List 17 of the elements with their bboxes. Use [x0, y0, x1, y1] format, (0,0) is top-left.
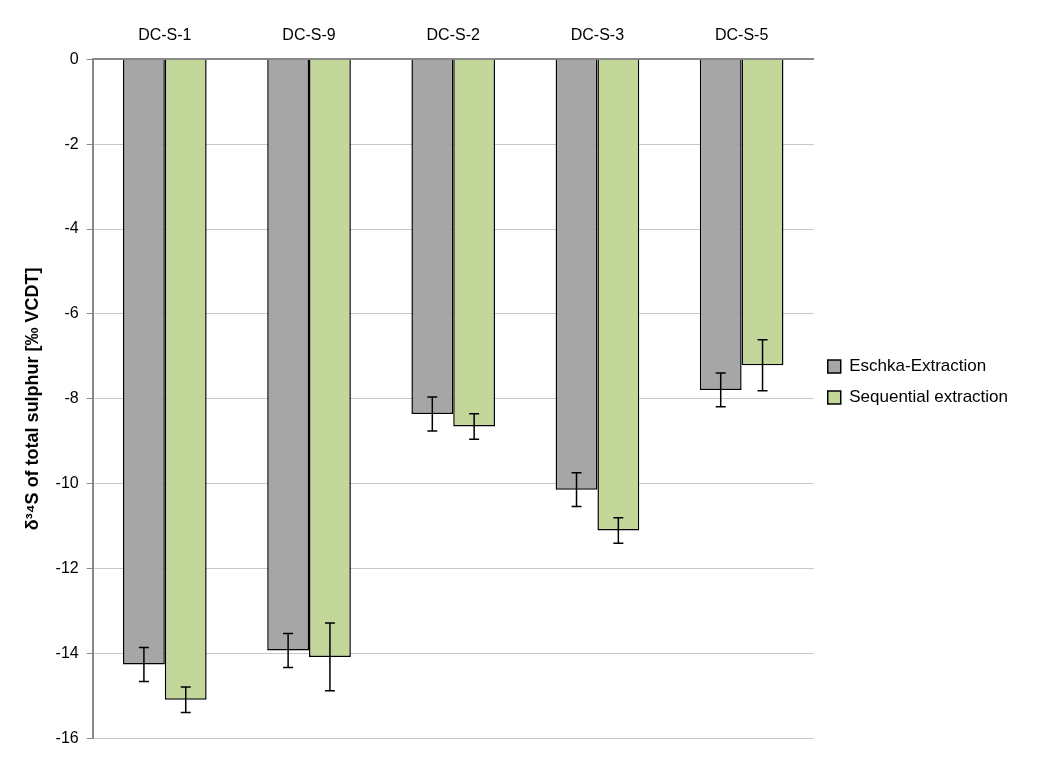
y-tick-label: -14: [55, 643, 79, 661]
y-tick-label: -16: [55, 728, 79, 746]
x-tick-label: DC-S-3: [570, 26, 625, 44]
x-tick-label: DC-S-1: [138, 26, 192, 44]
x-tick-label: DC-S-5: [714, 26, 769, 44]
y-tick-label: 0: [69, 49, 79, 67]
legend-label: Eschka-Extraction: [849, 356, 987, 376]
x-tick-label: DC-S-9: [282, 26, 336, 44]
x-tick-label: DC-S-2: [426, 26, 480, 44]
y-tick-label: -10: [55, 474, 79, 492]
y-tick-label: -2: [64, 134, 79, 152]
legend-label: Sequential extraction: [849, 387, 1009, 407]
y-tick-label: -12: [55, 559, 79, 577]
y-tick-label: -8: [64, 389, 79, 407]
y-axis-title: δ³⁴S of total sulphur [‰ VCDT]: [21, 267, 42, 531]
y-tick-label: -6: [64, 304, 79, 322]
y-tick-label: -4: [64, 219, 79, 237]
